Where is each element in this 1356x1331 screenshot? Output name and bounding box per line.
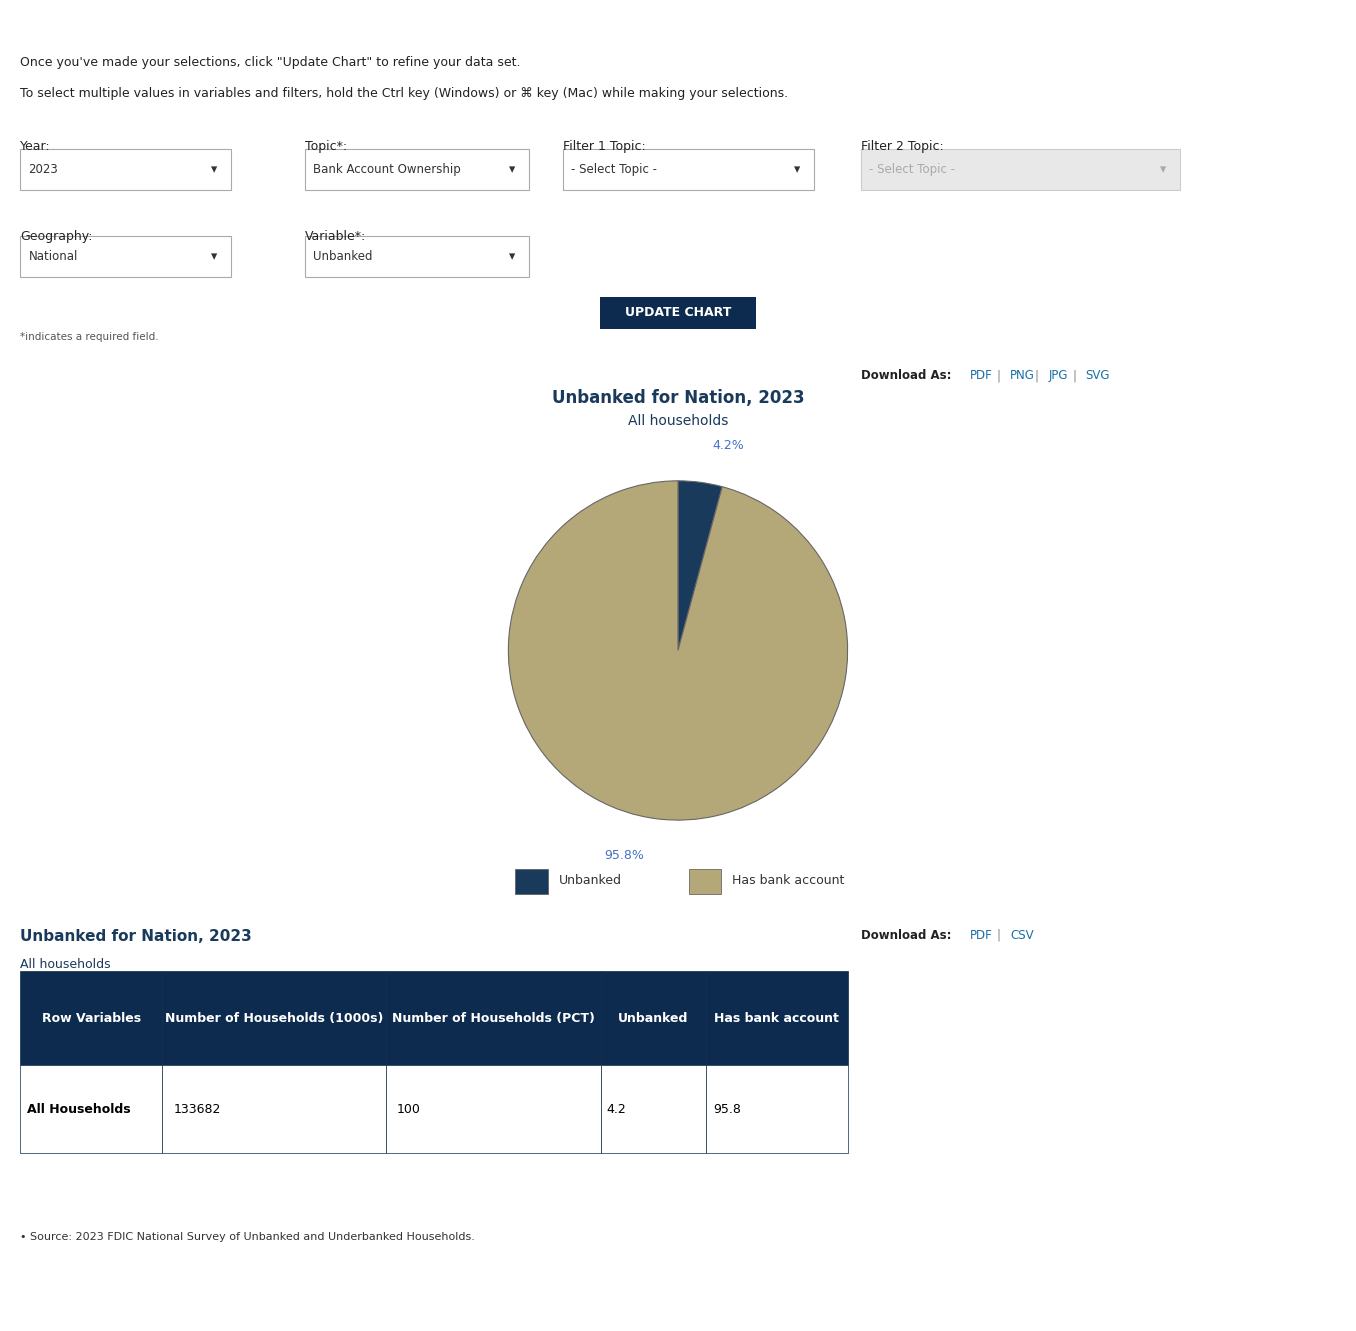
Text: Variable*:: Variable*: bbox=[305, 230, 366, 244]
Text: Download As:: Download As: bbox=[861, 929, 952, 941]
Text: ▾: ▾ bbox=[210, 162, 217, 176]
FancyBboxPatch shape bbox=[563, 149, 814, 189]
Text: Once you've made your selections, click "Update Chart" to refine your data set.: Once you've made your selections, click … bbox=[20, 56, 521, 69]
Text: All households: All households bbox=[628, 414, 728, 427]
Text: Unbanked: Unbanked bbox=[559, 874, 621, 886]
Text: Filter 2 Topic:: Filter 2 Topic: bbox=[861, 140, 944, 153]
Text: Unbanked: Unbanked bbox=[313, 250, 373, 262]
Text: CUSTOMIZE CHART VARIABLES OR ADD FILTER: CUSTOMIZE CHART VARIABLES OR ADD FILTER bbox=[487, 9, 869, 25]
Text: Bank Account Ownership: Bank Account Ownership bbox=[313, 162, 461, 176]
FancyBboxPatch shape bbox=[861, 149, 1180, 189]
Text: Unbanked for Nation, 2023: Unbanked for Nation, 2023 bbox=[552, 389, 804, 407]
Text: ▾: ▾ bbox=[508, 250, 515, 262]
Text: |: | bbox=[997, 929, 1001, 941]
Text: |: | bbox=[1073, 370, 1077, 382]
Bar bbox=[689, 869, 721, 893]
Text: 95.8%: 95.8% bbox=[605, 849, 644, 862]
FancyBboxPatch shape bbox=[599, 297, 757, 329]
FancyBboxPatch shape bbox=[305, 236, 529, 277]
Text: National: National bbox=[28, 250, 77, 262]
FancyBboxPatch shape bbox=[20, 236, 231, 277]
Text: ▾: ▾ bbox=[1159, 162, 1166, 176]
Text: |: | bbox=[997, 370, 1001, 382]
Bar bbox=[515, 869, 548, 893]
Text: |: | bbox=[1035, 370, 1039, 382]
Wedge shape bbox=[508, 480, 848, 820]
Text: ▾: ▾ bbox=[210, 250, 217, 262]
Text: SVG: SVG bbox=[1085, 370, 1109, 382]
FancyBboxPatch shape bbox=[305, 149, 529, 189]
Text: Topic*:: Topic*: bbox=[305, 140, 347, 153]
Text: UPDATE CHART: UPDATE CHART bbox=[625, 306, 731, 319]
Text: All households: All households bbox=[20, 958, 111, 972]
Text: 2023: 2023 bbox=[28, 162, 58, 176]
Text: Geography:: Geography: bbox=[20, 230, 92, 244]
Wedge shape bbox=[678, 480, 723, 651]
Text: • Source: 2023 FDIC National Survey of Unbanked and Underbanked Households.: • Source: 2023 FDIC National Survey of U… bbox=[20, 1233, 475, 1242]
Text: - Select Topic -: - Select Topic - bbox=[869, 162, 955, 176]
Text: To select multiple values in variables and filters, hold the Ctrl key (Windows) : To select multiple values in variables a… bbox=[20, 88, 788, 100]
Text: Year:: Year: bbox=[20, 140, 52, 153]
Text: CSV: CSV bbox=[1010, 929, 1033, 941]
Text: ▾: ▾ bbox=[508, 162, 515, 176]
Text: 4.2%: 4.2% bbox=[712, 439, 743, 451]
FancyBboxPatch shape bbox=[20, 149, 231, 189]
Text: ▾: ▾ bbox=[793, 162, 800, 176]
Text: PNG: PNG bbox=[1010, 370, 1035, 382]
Text: PDF: PDF bbox=[970, 929, 993, 941]
Text: PDF: PDF bbox=[970, 370, 993, 382]
Text: Filter 1 Topic:: Filter 1 Topic: bbox=[563, 140, 645, 153]
Text: Has bank account: Has bank account bbox=[732, 874, 845, 886]
Text: JPG: JPG bbox=[1048, 370, 1067, 382]
Text: *indicates a required field.: *indicates a required field. bbox=[20, 331, 159, 342]
Text: Download As:: Download As: bbox=[861, 370, 952, 382]
Text: Unbanked for Nation, 2023: Unbanked for Nation, 2023 bbox=[20, 929, 252, 944]
Text: - Select Topic -: - Select Topic - bbox=[571, 162, 656, 176]
